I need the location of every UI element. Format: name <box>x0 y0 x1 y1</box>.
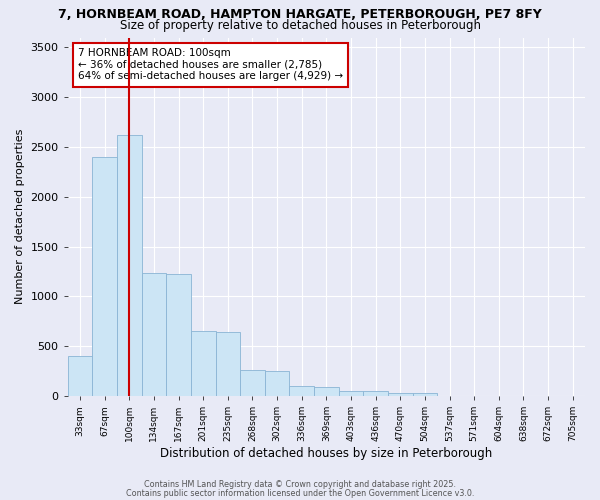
Text: 7 HORNBEAM ROAD: 100sqm
← 36% of detached houses are smaller (2,785)
64% of semi: 7 HORNBEAM ROAD: 100sqm ← 36% of detache… <box>78 48 343 82</box>
Text: Size of property relative to detached houses in Peterborough: Size of property relative to detached ho… <box>119 18 481 32</box>
Text: Contains HM Land Registry data © Crown copyright and database right 2025.: Contains HM Land Registry data © Crown c… <box>144 480 456 489</box>
X-axis label: Distribution of detached houses by size in Peterborough: Distribution of detached houses by size … <box>160 447 493 460</box>
Y-axis label: Number of detached properties: Number of detached properties <box>15 129 25 304</box>
Bar <box>142 272 166 396</box>
Bar <box>314 387 338 396</box>
Bar <box>240 370 265 396</box>
Bar <box>265 371 289 396</box>
Bar <box>215 332 240 396</box>
Bar <box>92 157 117 396</box>
Bar <box>338 390 364 396</box>
Bar <box>289 386 314 396</box>
Bar <box>388 392 413 396</box>
Bar <box>191 332 215 396</box>
Bar <box>68 356 92 396</box>
Bar <box>117 135 142 396</box>
Bar <box>413 393 437 396</box>
Text: Contains public sector information licensed under the Open Government Licence v3: Contains public sector information licen… <box>126 488 474 498</box>
Bar <box>166 274 191 396</box>
Bar <box>364 391 388 396</box>
Text: 7, HORNBEAM ROAD, HAMPTON HARGATE, PETERBOROUGH, PE7 8FY: 7, HORNBEAM ROAD, HAMPTON HARGATE, PETER… <box>58 8 542 20</box>
